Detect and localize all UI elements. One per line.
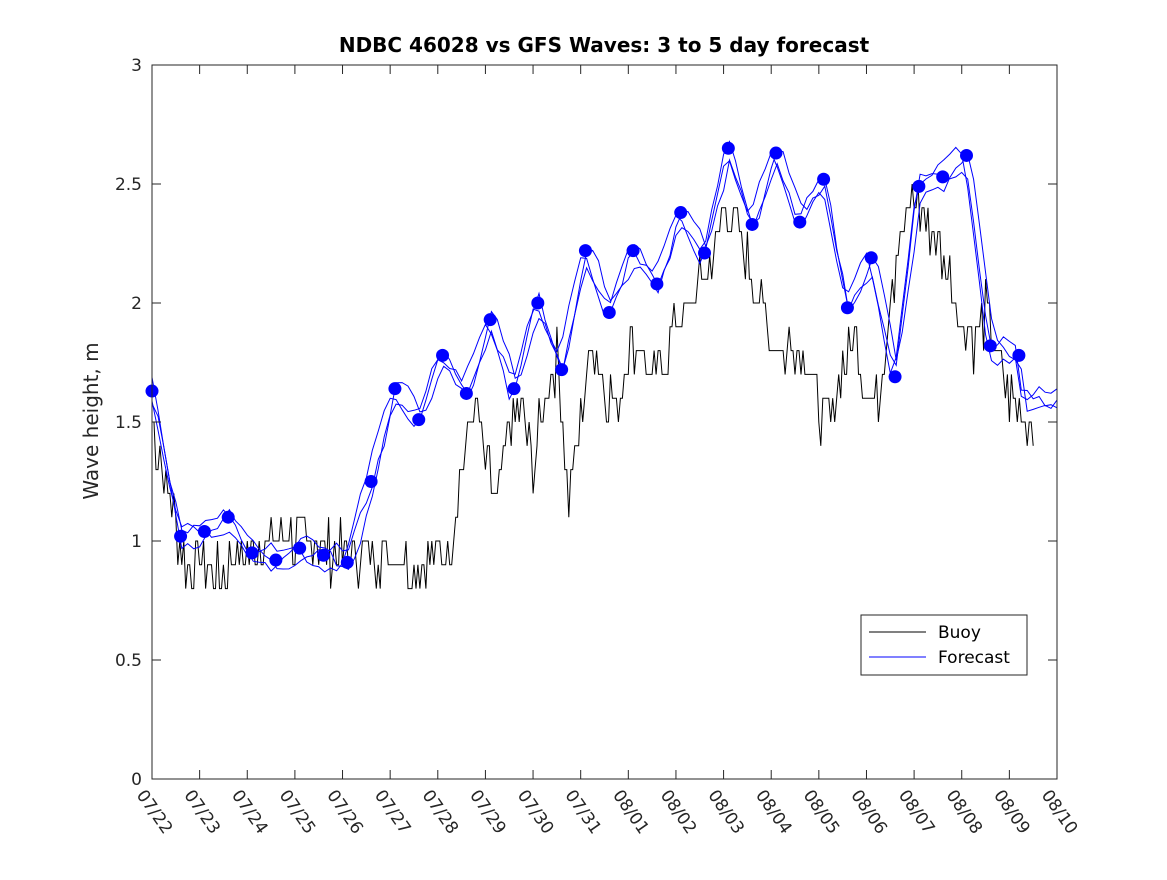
x-tick-label: 08/05 (799, 786, 843, 838)
y-tick-label: 1.5 (115, 413, 142, 433)
forecast-point (936, 170, 950, 184)
forecast-point (340, 555, 354, 569)
forecast-point (721, 141, 735, 155)
x-tick-label: 08/06 (846, 786, 890, 838)
forecast-point (412, 413, 426, 427)
y-tick-label: 2 (131, 294, 142, 314)
forecast-point (888, 370, 902, 384)
forecast-point (1012, 348, 1026, 362)
forecast-point (912, 179, 926, 193)
forecast-point (840, 301, 854, 315)
forecast-point (960, 148, 973, 162)
forecast-point (483, 313, 497, 327)
forecast-point (626, 244, 640, 258)
x-tick-label: 08/03 (703, 786, 747, 838)
forecast-point (817, 172, 831, 186)
legend-box (860, 614, 1028, 676)
x-tick-label: 07/25 (275, 786, 319, 838)
x-tick-label: 07/29 (465, 786, 509, 838)
x-tick-label: 07/22 (132, 786, 176, 838)
forecast-point (531, 296, 545, 310)
x-tick-label: 07/27 (370, 786, 414, 838)
forecast-point (316, 548, 330, 562)
forecast-point (174, 529, 188, 543)
x-tick-label: 08/09 (989, 786, 1033, 838)
forecast-point (388, 382, 402, 396)
chart-title: NDBC 46028 vs GFS Waves: 3 to 5 day fore… (339, 33, 870, 57)
y-tick-label: 3 (131, 56, 142, 76)
forecast-point (364, 475, 378, 488)
x-tick-label: 08/07 (894, 786, 938, 838)
forecast-point (769, 146, 783, 160)
x-tick-label: 07/26 (322, 786, 366, 838)
x-tick-label: 07/24 (227, 786, 271, 838)
x-tick-label: 08/02 (656, 786, 700, 838)
x-tick-label: 07/23 (180, 786, 224, 838)
x-tick-label: 07/28 (418, 786, 462, 838)
forecast-point (674, 206, 688, 220)
x-tick-label: 08/01 (608, 786, 652, 838)
forecast-point (745, 217, 759, 231)
x-tick-label: 07/31 (561, 786, 605, 838)
forecast-point (555, 363, 569, 377)
forecast-point (578, 244, 592, 258)
forecast-point (459, 386, 473, 400)
y-tick-label: 1 (131, 532, 142, 552)
legend-buoy-label: Buoy (938, 623, 981, 643)
forecast-point (436, 348, 450, 362)
y-tick-label: 0 (131, 770, 142, 790)
forecast-point (864, 251, 878, 265)
x-tick-label: 08/04 (751, 786, 795, 838)
y-axis-label: Wave height, m (79, 342, 103, 499)
x-tick-label: 07/30 (513, 786, 557, 838)
forecast-point (698, 246, 712, 260)
forecast-point (602, 306, 616, 320)
forecast-point (245, 546, 259, 560)
forecast-point (293, 541, 307, 555)
y-tick-label: 2.5 (115, 175, 142, 195)
forecast-run-line (151, 149, 1058, 572)
y-tick-label: 0.5 (115, 651, 142, 671)
forecast-point (269, 553, 283, 567)
x-tick-label: 08/10 (1037, 786, 1081, 838)
forecast-point (983, 339, 997, 353)
forecast-point (197, 524, 211, 538)
legend: Buoy Forecast (860, 614, 1028, 676)
x-tick-label: 08/08 (942, 786, 986, 838)
forecast-run-line (151, 140, 1058, 570)
forecast-point (507, 382, 521, 396)
forecast-point (650, 277, 664, 291)
forecast-point (221, 510, 235, 524)
legend-forecast-label: Forecast (938, 648, 1010, 668)
forecast-point (793, 215, 807, 229)
